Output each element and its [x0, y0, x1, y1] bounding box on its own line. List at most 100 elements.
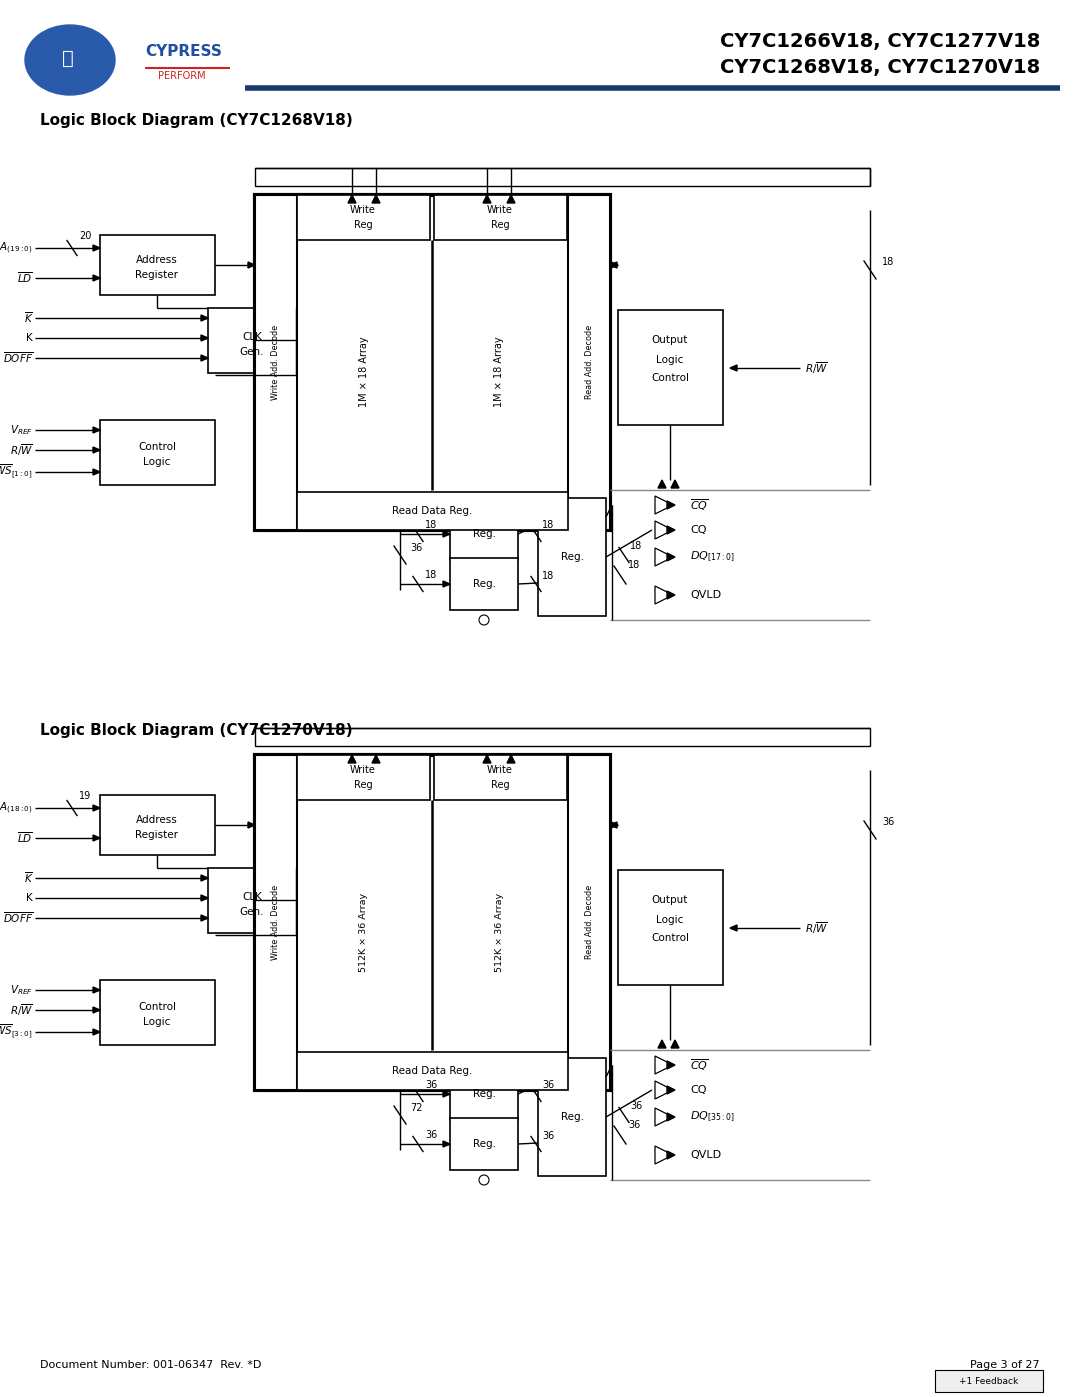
- Text: 18: 18: [882, 257, 894, 267]
- Text: ⬥: ⬥: [63, 49, 73, 67]
- Text: Reg: Reg: [490, 780, 510, 789]
- Bar: [618, 870, 723, 985]
- Polygon shape: [654, 1146, 673, 1164]
- Polygon shape: [610, 821, 617, 828]
- Polygon shape: [483, 196, 491, 203]
- Text: $\overline{K}$: $\overline{K}$: [24, 870, 33, 886]
- Text: Write Add. Decode: Write Add. Decode: [271, 884, 281, 960]
- Polygon shape: [93, 1007, 100, 1013]
- Text: $\overline{LD}$: $\overline{LD}$: [17, 271, 33, 285]
- Text: 18: 18: [426, 520, 437, 529]
- Text: 18: 18: [542, 520, 554, 529]
- Text: Reg.: Reg.: [473, 1139, 496, 1148]
- Polygon shape: [667, 502, 675, 509]
- Bar: [255, 728, 870, 746]
- Bar: [538, 1058, 606, 1176]
- Polygon shape: [443, 1091, 450, 1097]
- Text: Write: Write: [487, 205, 513, 215]
- Bar: [450, 1067, 518, 1120]
- Text: QVLD: QVLD: [690, 590, 721, 599]
- Bar: [568, 196, 610, 529]
- Text: $\overline{DOFF}$: $\overline{DOFF}$: [3, 911, 33, 925]
- Polygon shape: [93, 835, 100, 841]
- Polygon shape: [610, 263, 617, 268]
- Text: $V_{REF}$: $V_{REF}$: [10, 423, 33, 437]
- Polygon shape: [348, 196, 356, 203]
- Text: QVLD: QVLD: [690, 1150, 721, 1160]
- Text: K: K: [26, 893, 33, 902]
- Text: 512K × 36 Array: 512K × 36 Array: [360, 893, 368, 971]
- Polygon shape: [201, 895, 208, 901]
- Text: Page 3 of 27: Page 3 of 27: [970, 1361, 1040, 1370]
- Polygon shape: [248, 821, 255, 828]
- Text: Write: Write: [350, 766, 376, 775]
- Polygon shape: [483, 754, 491, 763]
- Text: +1 Feedback: +1 Feedback: [959, 1376, 1018, 1386]
- Text: Reg: Reg: [353, 780, 373, 789]
- Text: CLK: CLK: [242, 332, 262, 342]
- Polygon shape: [507, 754, 515, 763]
- Polygon shape: [667, 553, 675, 562]
- Text: Write: Write: [487, 766, 513, 775]
- Text: 20: 20: [79, 231, 92, 242]
- Text: $DQ_{[35:0]}$: $DQ_{[35:0]}$: [690, 1111, 735, 1125]
- Text: 36: 36: [542, 1132, 554, 1141]
- Text: Output: Output: [652, 335, 688, 345]
- Polygon shape: [372, 196, 380, 203]
- Polygon shape: [730, 925, 737, 930]
- Text: $V_{REF}$: $V_{REF}$: [10, 983, 33, 997]
- Bar: [568, 754, 610, 1090]
- Polygon shape: [93, 469, 100, 475]
- Polygon shape: [654, 521, 673, 539]
- Text: 1M × 18 Array: 1M × 18 Array: [359, 337, 369, 408]
- Bar: [538, 497, 606, 616]
- Text: $\overline{BWS}_{[3:0]}$: $\overline{BWS}_{[3:0]}$: [0, 1023, 33, 1041]
- Polygon shape: [348, 754, 356, 763]
- Polygon shape: [443, 531, 450, 536]
- Text: K: K: [26, 332, 33, 344]
- Polygon shape: [671, 481, 679, 488]
- Text: $\overline{LD}$: $\overline{LD}$: [17, 831, 33, 845]
- Polygon shape: [93, 447, 100, 453]
- Text: 36: 36: [882, 817, 894, 827]
- Text: Reg: Reg: [490, 219, 510, 231]
- Text: PERFORM: PERFORM: [158, 71, 205, 81]
- Bar: [618, 310, 723, 425]
- Polygon shape: [93, 1030, 100, 1035]
- Text: Write Add. Decode: Write Add. Decode: [271, 324, 281, 400]
- Polygon shape: [654, 1056, 673, 1074]
- Text: Output: Output: [652, 895, 688, 905]
- Text: 18: 18: [542, 571, 554, 581]
- Circle shape: [480, 615, 489, 624]
- Text: CLK: CLK: [242, 893, 262, 902]
- Text: 72: 72: [410, 1104, 422, 1113]
- Polygon shape: [730, 365, 737, 372]
- Text: 36: 36: [410, 543, 422, 553]
- Polygon shape: [654, 1108, 673, 1126]
- Text: Reg.: Reg.: [473, 578, 496, 590]
- Text: $A_{(18:0)}$: $A_{(18:0)}$: [0, 800, 33, 816]
- Polygon shape: [372, 754, 380, 763]
- Text: Reg.: Reg.: [561, 1112, 583, 1122]
- Polygon shape: [93, 427, 100, 433]
- Bar: [100, 235, 215, 295]
- Text: 36: 36: [542, 1080, 554, 1090]
- Text: 18: 18: [630, 541, 643, 550]
- Circle shape: [480, 1175, 489, 1185]
- Ellipse shape: [25, 25, 114, 95]
- Text: $R/\overline{W}$: $R/\overline{W}$: [805, 921, 828, 936]
- Bar: [434, 754, 567, 800]
- Polygon shape: [654, 496, 673, 514]
- Polygon shape: [658, 1039, 666, 1048]
- Polygon shape: [443, 1141, 450, 1147]
- Text: Read Add. Decode: Read Add. Decode: [584, 326, 594, 400]
- Text: Control: Control: [651, 933, 689, 943]
- Text: 18: 18: [426, 570, 437, 580]
- Text: Logic: Logic: [144, 1017, 171, 1027]
- Polygon shape: [201, 355, 208, 360]
- Text: CQ: CQ: [690, 1085, 706, 1095]
- Text: Control: Control: [138, 1002, 176, 1011]
- Polygon shape: [667, 1151, 675, 1160]
- Text: CY7C1268V18, CY7C1270V18: CY7C1268V18, CY7C1270V18: [719, 59, 1040, 77]
- Bar: [255, 754, 297, 1090]
